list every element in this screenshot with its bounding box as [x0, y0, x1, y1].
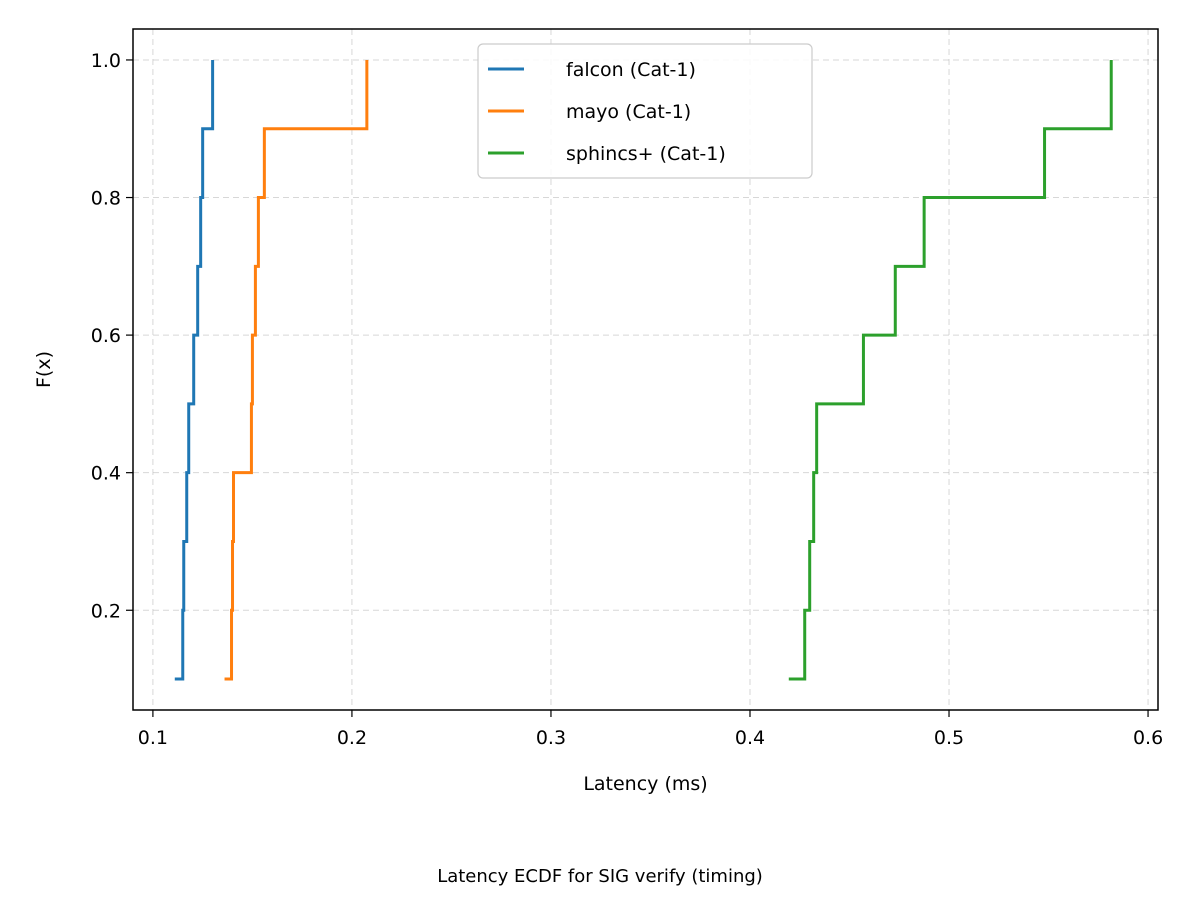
x-tick-label: 0.4 [735, 727, 765, 749]
axes-frame [132, 28, 1159, 711]
x-tick-label: 0.2 [337, 727, 367, 749]
x-axis-ticks: 0.1 0.2 0.3 0.4 0.5 0.6 [138, 710, 1163, 749]
x-tick-label: 0.6 [1133, 727, 1163, 749]
y-axis-label: F(x) [33, 351, 55, 388]
x-tick-label: 0.1 [138, 727, 168, 749]
series-line-mayo [224, 59, 369, 681]
series-line-falcon [174, 59, 215, 681]
x-tick-label: 0.3 [536, 727, 566, 749]
legend-label: sphincs+ (Cat-1) [566, 143, 726, 165]
legend-box [477, 43, 813, 179]
series-line-sphincs [788, 59, 1113, 681]
y-axis-ticks: 0.2 0.4 0.6 0.8 1.0 [91, 50, 133, 622]
y-tick-label: 1.0 [91, 50, 121, 72]
legend-label: mayo (Cat-1) [566, 101, 691, 123]
legend-label: falcon (Cat-1) [566, 59, 696, 81]
y-tick-label: 0.6 [91, 325, 121, 347]
x-axis-label: Latency (ms) [583, 773, 707, 795]
y-tick-label: 0.4 [91, 463, 121, 485]
x-tick-label: 0.5 [934, 727, 964, 749]
figure-caption: Latency ECDF for SIG verify (timing) [437, 866, 763, 887]
legend: falcon (Cat-1) mayo (Cat-1) sphincs+ (Cat-… [477, 43, 813, 179]
y-tick-label: 0.8 [91, 188, 121, 210]
y-tick-label: 0.2 [91, 600, 121, 622]
series-layer [174, 59, 1113, 681]
